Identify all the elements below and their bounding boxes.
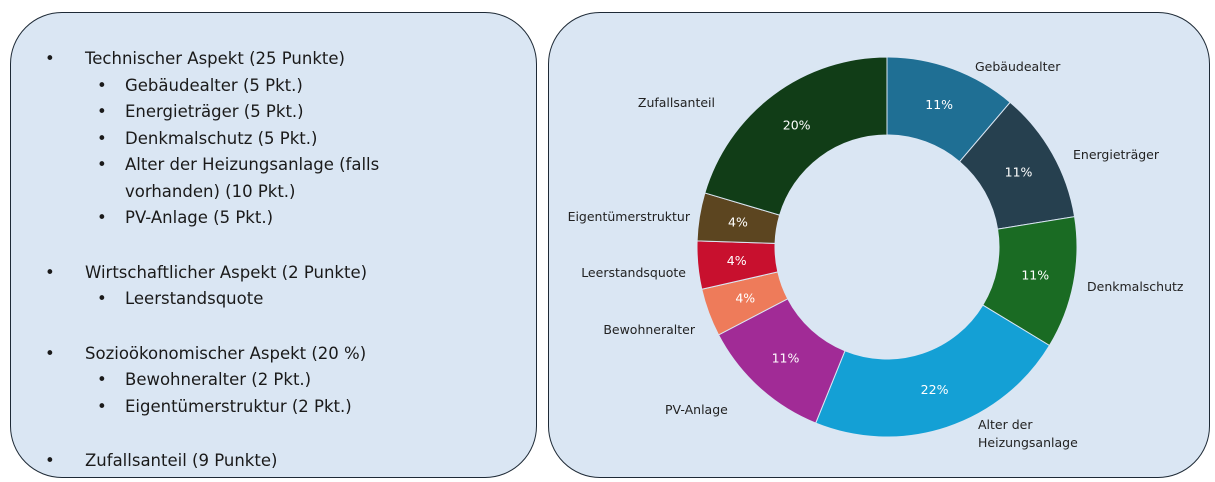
sub-item: Alter der Heizungsanlage (falls vorhande… [11,152,425,205]
category-label: Bewohneralter [603,322,695,337]
value-label: 11% [925,97,953,112]
sub-item: Energieträger (5 Pkt.) [11,99,425,126]
sub-item: Gebäudealter (5 Pkt.) [11,73,425,100]
value-label: 4% [727,253,747,268]
list-group: Sozioökonomischer Aspekt (20 %)Bewohnera… [11,341,425,421]
sub-item: PV-Anlage (5 Pkt.) [11,205,425,232]
list-group: Zufallsanteil (9 Punkte) [11,448,425,475]
category-label: Energieträger [1073,147,1159,162]
sub-item: Leerstandsquote [11,286,425,313]
list-panel: Technischer Aspekt (25 Punkte)Gebäudealt… [10,12,537,478]
category-label: PV-Anlage [665,402,728,417]
value-label: 4% [735,291,755,306]
category-label: Denkmalschutz [1087,279,1184,294]
donut-segment [815,304,1051,438]
category-label: Zufallsanteil [637,95,715,110]
list-group: Wirtschaftlicher Aspekt (2 Punkte)Leerst… [11,260,425,313]
list-group: Technischer Aspekt (25 Punkte)Gebäudealt… [11,46,425,232]
list-item: Sozioökonomischer Aspekt (20 %) [11,341,425,368]
value-label: 20% [783,117,811,132]
sub-item: Denkmalschutz (5 Pkt.) [11,126,425,153]
list-item: Zufallsanteil (9 Punkte) [11,448,425,475]
category-label: Gebäudealter [975,59,1061,74]
bullet-list: Technischer Aspekt (25 Punkte)Gebäudealt… [11,46,425,475]
value-label: 11% [772,350,800,365]
sub-item: Eigentümerstruktur (2 Pkt.) [11,394,425,421]
category-label: Eigentümerstruktur [567,209,690,224]
value-label: 22% [921,382,949,397]
value-label: 11% [1021,267,1049,282]
category-label: Leerstandsquote [581,265,686,280]
list-item: Wirtschaftlicher Aspekt (2 Punkte) [11,260,425,287]
category-label: Alter der Heizungsanlage [978,417,1078,450]
value-label: 4% [728,214,748,229]
donut-segment [704,56,888,216]
list-item: Technischer Aspekt (25 Punkte) [11,46,425,73]
value-label: 11% [1005,164,1033,179]
sub-item: Bewohneralter (2 Pkt.) [11,367,425,394]
